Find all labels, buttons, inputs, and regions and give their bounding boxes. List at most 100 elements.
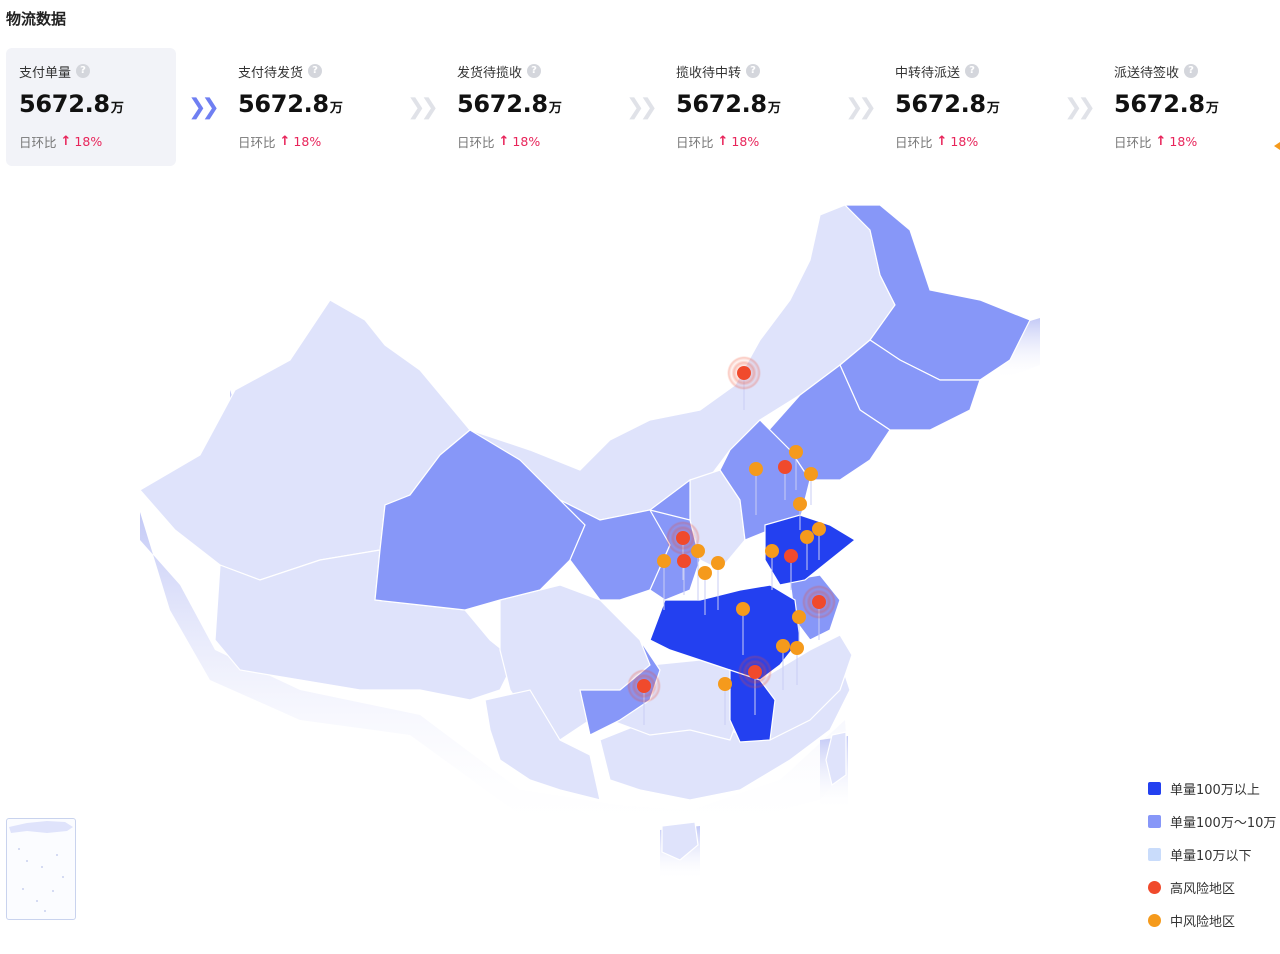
legend-item-mid-volume[interactable]: 单量100万～10万 [1148, 805, 1276, 838]
step-label: 发货待揽收 [457, 65, 523, 81]
legend-label: 单量100万以上 [1170, 783, 1260, 798]
high-risk-pin[interactable] [784, 549, 798, 590]
medium-risk-pin[interactable] [691, 544, 705, 600]
change-percent: 18% [950, 134, 979, 149]
step-unit: 万 [986, 101, 1000, 116]
medium-risk-pin[interactable] [711, 556, 725, 610]
high-risk-marker[interactable] [627, 669, 661, 725]
legend-label: 中风险地区 [1170, 915, 1236, 930]
change-percent: 18% [512, 134, 541, 149]
south-china-sea-inset [6, 818, 76, 920]
change-percent: 18% [74, 134, 103, 149]
legend-swatch [1148, 815, 1161, 828]
legend-item-high-volume[interactable]: 单量100万以上 [1148, 772, 1276, 805]
scroll-right-indicator[interactable] [1274, 142, 1280, 150]
step-unit: 万 [1205, 101, 1219, 116]
step-value: 5672.8 [1114, 90, 1205, 118]
legend-swatch [1148, 914, 1161, 927]
medium-risk-pin[interactable] [736, 602, 750, 655]
double-chevron-right-icon: ❯❯ [188, 95, 220, 120]
legend-label: 单量10万以下 [1170, 849, 1252, 864]
legend-item-low-volume[interactable]: 单量10万以下 [1148, 838, 1276, 871]
region-shandong [764, 514, 857, 586]
step-value: 5672.8 [238, 90, 329, 118]
medium-risk-pin[interactable] [804, 467, 818, 505]
legend-label: 高风险地区 [1170, 882, 1236, 897]
high-risk-marker[interactable] [727, 356, 761, 410]
risk-markers [627, 356, 836, 725]
step-value: 5672.8 [895, 90, 986, 118]
question-circle-icon[interactable]: ? [1184, 64, 1199, 78]
arrow-up-icon: ↑ [498, 134, 510, 149]
region-yunnan [484, 689, 601, 801]
funnel-steps: 支付单量 ? 5672.8 万 日环比 ↑ 18% ❯❯ 支付待发货 ? 567… [6, 48, 1280, 166]
step-value: 5672.8 [19, 90, 110, 118]
high-risk-pin[interactable] [778, 460, 792, 500]
step-unit: 万 [767, 101, 781, 116]
step-delivery-pending-sign[interactable]: 派送待签收 ? 5672.8 万 日环比 ↑ 18% [1101, 48, 1271, 166]
step-paid-pending-ship[interactable]: 支付待发货 ? 5672.8 万 日环比 ↑ 18% [225, 48, 395, 166]
compare-label: 日环比 [457, 135, 495, 150]
question-circle-icon[interactable]: ? [965, 64, 980, 78]
region-hainan [661, 821, 699, 861]
step-transfer-pending-delivery[interactable]: 中转待派送 ? 5672.8 万 日环比 ↑ 18% [882, 48, 1052, 166]
arrow-up-icon: ↑ [717, 134, 729, 149]
inset-map [9, 821, 73, 912]
medium-risk-pin[interactable] [776, 639, 790, 690]
step-value: 5672.8 [457, 90, 548, 118]
question-circle-icon[interactable]: ? [746, 64, 761, 78]
double-chevron-right-icon: ❯❯ [1064, 95, 1096, 120]
compare-label: 日环比 [1114, 135, 1152, 150]
step-shipped-pending-pickup[interactable]: 发货待揽收 ? 5672.8 万 日环比 ↑ 18% [444, 48, 614, 166]
legend-item-high-risk[interactable]: 高风险地区 [1148, 871, 1276, 904]
medium-risk-pin[interactable] [793, 497, 807, 530]
medium-risk-pin[interactable] [765, 544, 779, 590]
medium-risk-pin[interactable] [790, 641, 804, 685]
step-value: 5672.8 [676, 90, 767, 118]
compare-label: 日环比 [19, 135, 57, 150]
page-title: 物流数据 [6, 10, 67, 28]
legend-swatch [1148, 782, 1161, 795]
change-percent: 18% [1169, 134, 1198, 149]
double-chevron-right-icon: ❯❯ [407, 95, 439, 120]
change-percent: 18% [293, 134, 322, 149]
arrow-up-icon: ↑ [936, 134, 948, 149]
compare-label: 日环比 [238, 135, 276, 150]
map-legend: 单量100万以上 单量100万～10万 单量10万以下 高风险地区 中风险地区 [1148, 772, 1276, 937]
step-unit: 万 [110, 101, 124, 116]
question-circle-icon[interactable]: ? [308, 64, 323, 78]
high-risk-marker[interactable] [738, 655, 772, 715]
medium-risk-pin[interactable] [789, 445, 803, 490]
question-circle-icon[interactable]: ? [527, 64, 542, 78]
medium-risk-pin[interactable] [718, 677, 732, 725]
double-chevron-right-icon: ❯❯ [626, 95, 658, 120]
compare-label: 日环比 [895, 135, 933, 150]
step-unit: 万 [548, 101, 562, 116]
medium-risk-pin[interactable] [698, 566, 712, 615]
step-paid-orders[interactable]: 支付单量 ? 5672.8 万 日环比 ↑ 18% [6, 48, 176, 166]
legend-label: 单量100万～10万 [1170, 816, 1277, 831]
step-label: 支付待发货 [238, 65, 304, 81]
medium-risk-pin[interactable] [749, 462, 763, 515]
arrow-up-icon: ↑ [279, 134, 291, 149]
legend-item-medium-risk[interactable]: 中风险地区 [1148, 904, 1276, 937]
step-pickup-pending-transfer[interactable]: 揽收待中转 ? 5672.8 万 日环比 ↑ 18% [663, 48, 833, 166]
step-label: 中转待派送 [895, 65, 961, 81]
medium-risk-pin[interactable] [657, 554, 671, 610]
question-circle-icon[interactable]: ? [76, 64, 91, 78]
double-chevron-right-icon: ❯❯ [845, 95, 877, 120]
legend-swatch [1148, 848, 1161, 861]
step-unit: 万 [329, 101, 343, 116]
step-label: 支付单量 [19, 65, 72, 81]
step-label: 揽收待中转 [676, 65, 742, 81]
medium-risk-pin[interactable] [800, 530, 814, 570]
medium-risk-pin[interactable] [812, 522, 826, 560]
high-risk-marker[interactable] [802, 585, 836, 640]
high-risk-pin[interactable] [677, 554, 691, 595]
arrow-up-icon: ↑ [1155, 134, 1167, 149]
change-percent: 18% [731, 134, 760, 149]
arrow-up-icon: ↑ [60, 134, 72, 149]
legend-swatch [1148, 881, 1161, 894]
compare-label: 日环比 [676, 135, 714, 150]
